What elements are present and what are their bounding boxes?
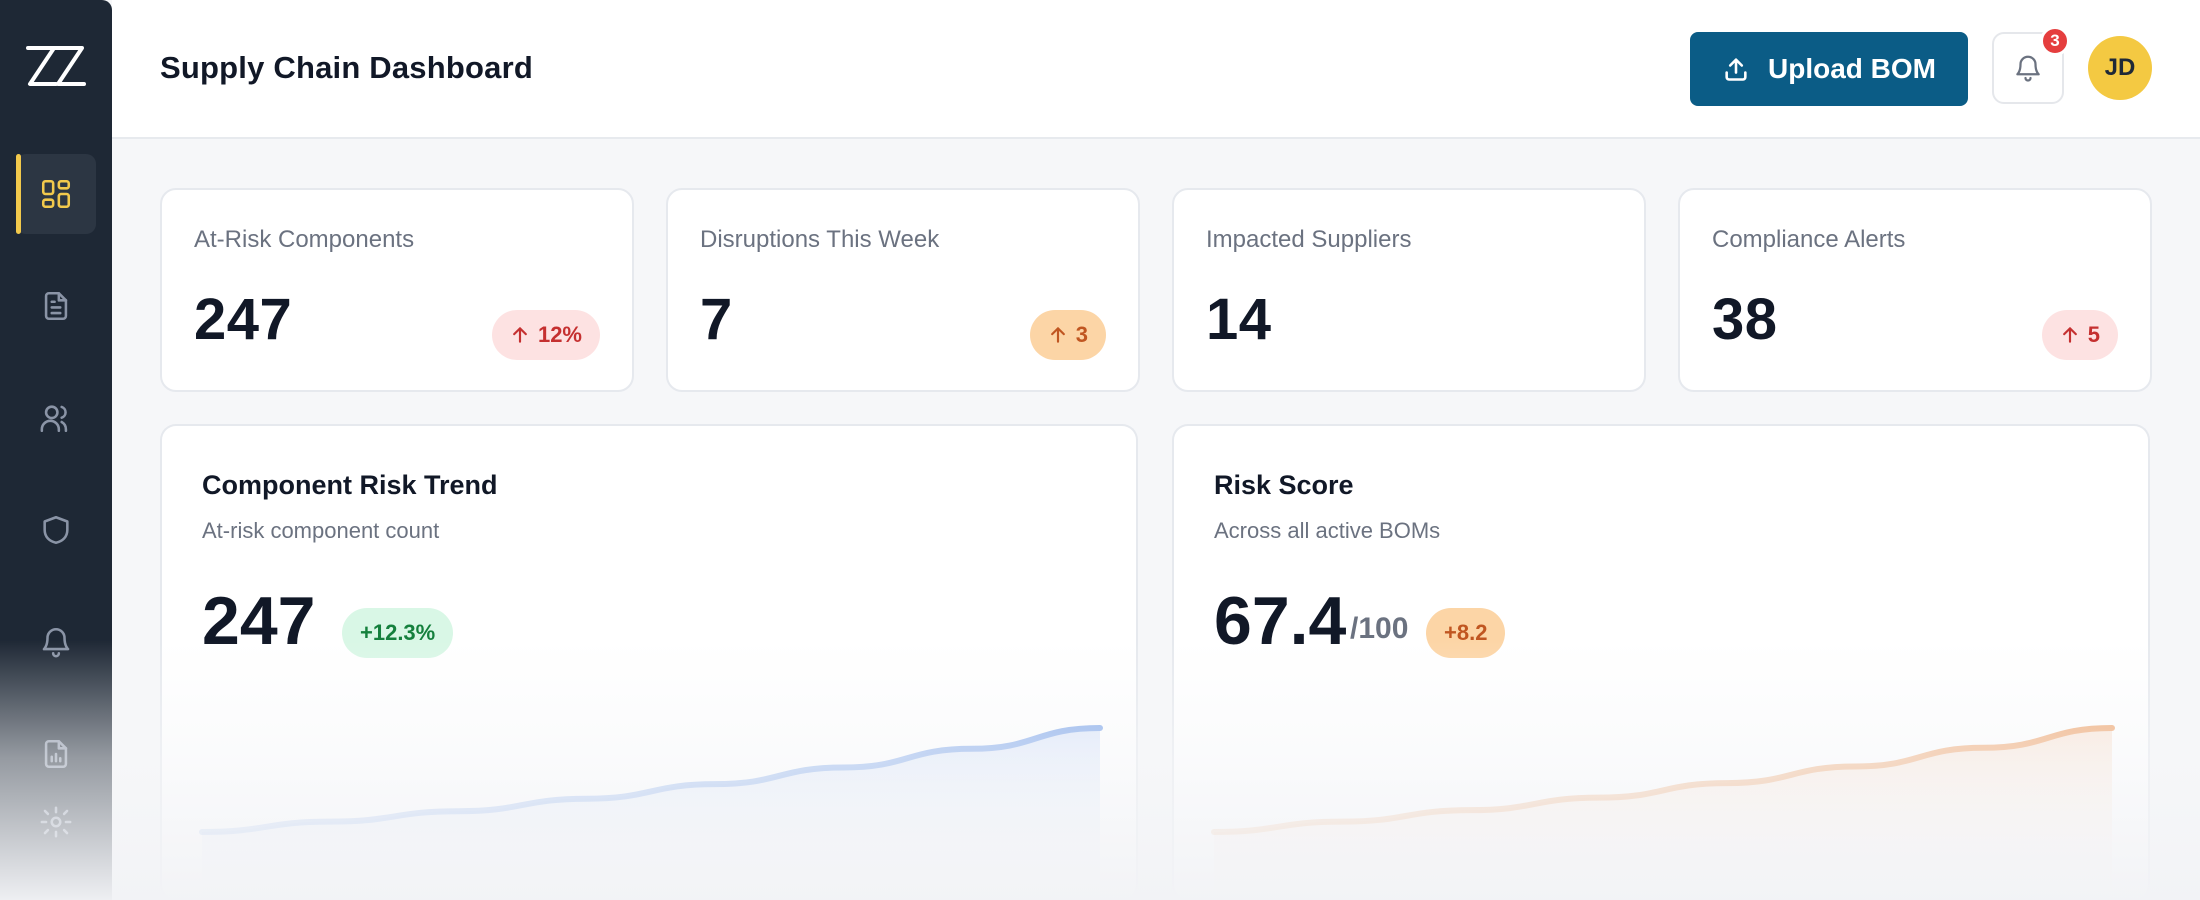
- bell-icon: [2016, 55, 2040, 82]
- risk-score-chart: [1211, 725, 2115, 900]
- sidebar-item-dashboard[interactable]: [16, 154, 96, 234]
- sidebar-item-compliance[interactable]: [16, 490, 96, 570]
- gear-icon: [40, 806, 72, 838]
- chart-change-badge: +8.2: [1426, 608, 1506, 658]
- kpi-delta-badge: 5: [2041, 310, 2118, 360]
- kpi-delta-badge: 12%: [491, 310, 600, 360]
- kpi-label: At-Risk Components: [194, 226, 415, 253]
- page-title: Supply Chain Dashboard: [160, 50, 533, 85]
- document-icon: [44, 291, 68, 321]
- kpi-value: 247: [194, 287, 293, 352]
- kpi-card-at-risk-components: At-Risk Components 247 12%: [160, 188, 634, 392]
- chart-value-suffix: /100: [1350, 612, 1409, 645]
- arrow-up-icon: [2062, 327, 2077, 343]
- notifications-button[interactable]: [1992, 32, 2064, 104]
- top-header: Supply Chain Dashboard Upload BOM 3 JD: [112, 0, 2200, 139]
- kpi-value: 7: [700, 287, 733, 352]
- user-avatar[interactable]: JD: [2088, 36, 2152, 100]
- sidebar-item-documents[interactable]: [16, 266, 96, 346]
- upload-bom-button[interactable]: Upload BOM: [1690, 32, 1968, 106]
- sidebar-item-settings[interactable]: [16, 782, 96, 862]
- active-indicator: [16, 154, 21, 234]
- upload-icon: [1725, 58, 1747, 81]
- chart-value: 247: [202, 583, 316, 659]
- app-logo[interactable]: [24, 44, 88, 88]
- chart-card-component-risk-trend: Component Risk Trend At-risk component c…: [160, 424, 1138, 900]
- notification-count-badge: 3: [2040, 26, 2070, 56]
- chart-area: [1214, 728, 2112, 900]
- kpi-card-impacted-suppliers: Impacted Suppliers 14: [1172, 188, 1646, 392]
- trend-chart: [199, 725, 1103, 900]
- kpi-label: Impacted Suppliers: [1206, 226, 1412, 253]
- chart-title: Component Risk Trend: [202, 470, 498, 500]
- chart-subtitle: At-risk component count: [202, 518, 440, 543]
- kpi-value: 14: [1206, 287, 1272, 352]
- kpi-delta-value: 12%: [537, 322, 582, 347]
- arrow-up-icon: [513, 327, 527, 343]
- kpi-label: Compliance Alerts: [1712, 226, 1906, 253]
- sidebar-item-suppliers[interactable]: [16, 378, 96, 458]
- arrow-up-icon: [1050, 327, 1065, 343]
- shield-icon: [43, 515, 69, 545]
- chart-card-risk-score: Risk Score Across all active BOMs 67.4 /…: [1172, 424, 2150, 900]
- chart-title: Risk Score: [1214, 470, 1354, 500]
- chart-subtitle: Across all active BOMs: [1214, 518, 1441, 543]
- kpi-card-compliance-alerts: Compliance Alerts 38 5: [1678, 188, 2152, 392]
- upload-bom-label: Upload BOM: [1768, 53, 1936, 84]
- kpi-value: 38: [1712, 287, 1778, 352]
- kpi-card-disruptions-this-week: Disruptions This Week 7 3: [666, 188, 1140, 392]
- bell-icon: [42, 628, 70, 658]
- chart-area: [202, 728, 1100, 900]
- sidebar: [0, 0, 112, 900]
- kpi-delta-value: 5: [2087, 322, 2100, 347]
- chart-value: 67.4: [1214, 583, 1347, 659]
- kpi-delta-badge: 3: [1029, 310, 1106, 360]
- chart-change-badge: +12.3%: [342, 608, 454, 658]
- kpi-delta-value: 3: [1075, 322, 1088, 347]
- dashboard-grid-icon: [41, 179, 71, 209]
- sidebar-item-alerts[interactable]: [16, 602, 96, 682]
- users-icon: [40, 405, 68, 433]
- kpi-label: Disruptions This Week: [700, 226, 940, 253]
- report-chart-icon: [44, 739, 68, 769]
